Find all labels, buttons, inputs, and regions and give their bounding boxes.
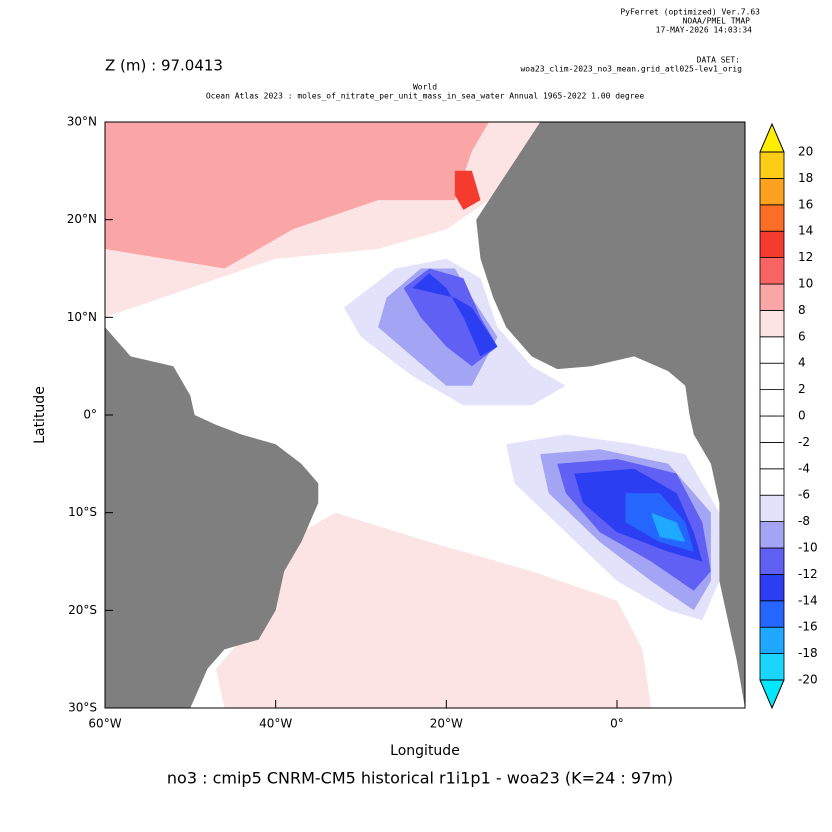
field-region: [105, 122, 489, 269]
y-tick-label: 10°N: [67, 310, 97, 324]
y-tick-label: 0°: [83, 408, 97, 422]
colorbar-swatch: [759, 230, 785, 258]
colorbar-swatch: [759, 336, 785, 364]
dataset: woa23_clim-2023_no3_mean.grid_atl025-lev…: [520, 65, 742, 74]
colorbar-label: 16: [798, 197, 813, 211]
field-region: [412, 273, 498, 357]
y-tick-label: 20°S: [68, 603, 97, 617]
colorbar-label: -16: [798, 620, 818, 634]
colorbar-label: -12: [798, 567, 818, 581]
caption: no3 : cmip5 CNRM-CM5 historical r1i1p1 -…: [167, 769, 673, 788]
colorbar-label: 14: [798, 224, 813, 238]
colorbar-label: 18: [798, 171, 813, 185]
colorbar-label: 20: [798, 145, 813, 159]
field-region: [651, 512, 686, 542]
colorbar-swatch: [759, 309, 785, 338]
x-axis-label: Longitude: [390, 743, 460, 759]
colorbar-swatch: [759, 574, 785, 602]
colorbar-label: -10: [798, 541, 818, 555]
colorbar-swatch: [759, 494, 785, 523]
colorbar-over: [759, 122, 785, 153]
colorbar-swatch: [759, 468, 785, 496]
colorbar-label: 12: [798, 250, 813, 264]
colorbar-label: -6: [798, 488, 810, 502]
colorbar-swatch: [759, 204, 785, 232]
colorbar-under: [759, 679, 785, 710]
land: [105, 327, 319, 708]
field-region: [403, 268, 498, 367]
colorbar-swatch: [759, 283, 785, 311]
depth-label: Z (m) : 97.0413: [105, 57, 223, 75]
colorbar-label: -2: [798, 435, 810, 449]
colorbar-swatch: [759, 389, 785, 417]
date: 17-MAY-2026 14:03:34: [656, 26, 753, 35]
colorbar-swatch: [759, 151, 785, 179]
title: World: [413, 83, 437, 92]
x-tick-label: 40°W: [259, 717, 292, 731]
field-region: [454, 170, 481, 210]
dataset-label: DATA SET:: [697, 56, 740, 65]
subtitle: Ocean Atlas 2023 : moles_of_nitrate_per_…: [206, 92, 644, 101]
y-tick-label: 10°S: [68, 505, 97, 519]
colorbar-label: 10: [798, 277, 813, 291]
colorbar-swatch: [759, 521, 785, 549]
colorbar-label: -8: [798, 514, 810, 528]
colorbar-label: -20: [798, 673, 818, 687]
field-region: [215, 512, 652, 708]
x-tick-label: 60°W: [88, 717, 121, 731]
y-tick-label: 20°N: [67, 212, 97, 226]
colorbar-swatch: [759, 441, 785, 470]
y-tick-label: 30°S: [68, 701, 97, 715]
colorbar-swatch: [759, 600, 785, 628]
colorbar-label: -4: [798, 461, 810, 475]
x-tick-label: 20°W: [430, 717, 463, 731]
colorbar-label: 4: [798, 356, 806, 370]
colorbar-swatch: [759, 547, 785, 575]
colorbar-swatch: [759, 362, 785, 391]
colorbar-label: 2: [798, 382, 806, 396]
colorbar-label: 0: [798, 409, 806, 423]
colorbar-swatch: [759, 626, 785, 655]
colorbar-swatch: [759, 257, 785, 285]
colorbar-label: 8: [798, 303, 806, 317]
colorbar-swatch: [759, 415, 785, 443]
colorbar-swatch: [759, 177, 785, 206]
colorbar-label: 6: [798, 329, 806, 343]
colorbar-label: -14: [798, 593, 818, 607]
y-tick-label: 30°N: [67, 115, 97, 129]
land: [476, 122, 745, 708]
y-axis-label: Latitude: [32, 386, 48, 444]
organization: NOAA/PMEL TMAP: [683, 17, 751, 26]
colorbar-label: -18: [798, 646, 818, 660]
x-tick-label: 0°: [610, 717, 624, 731]
colorbar-swatch: [759, 653, 785, 681]
software: PyFerret (optimized) Ver.7.63: [620, 8, 760, 17]
